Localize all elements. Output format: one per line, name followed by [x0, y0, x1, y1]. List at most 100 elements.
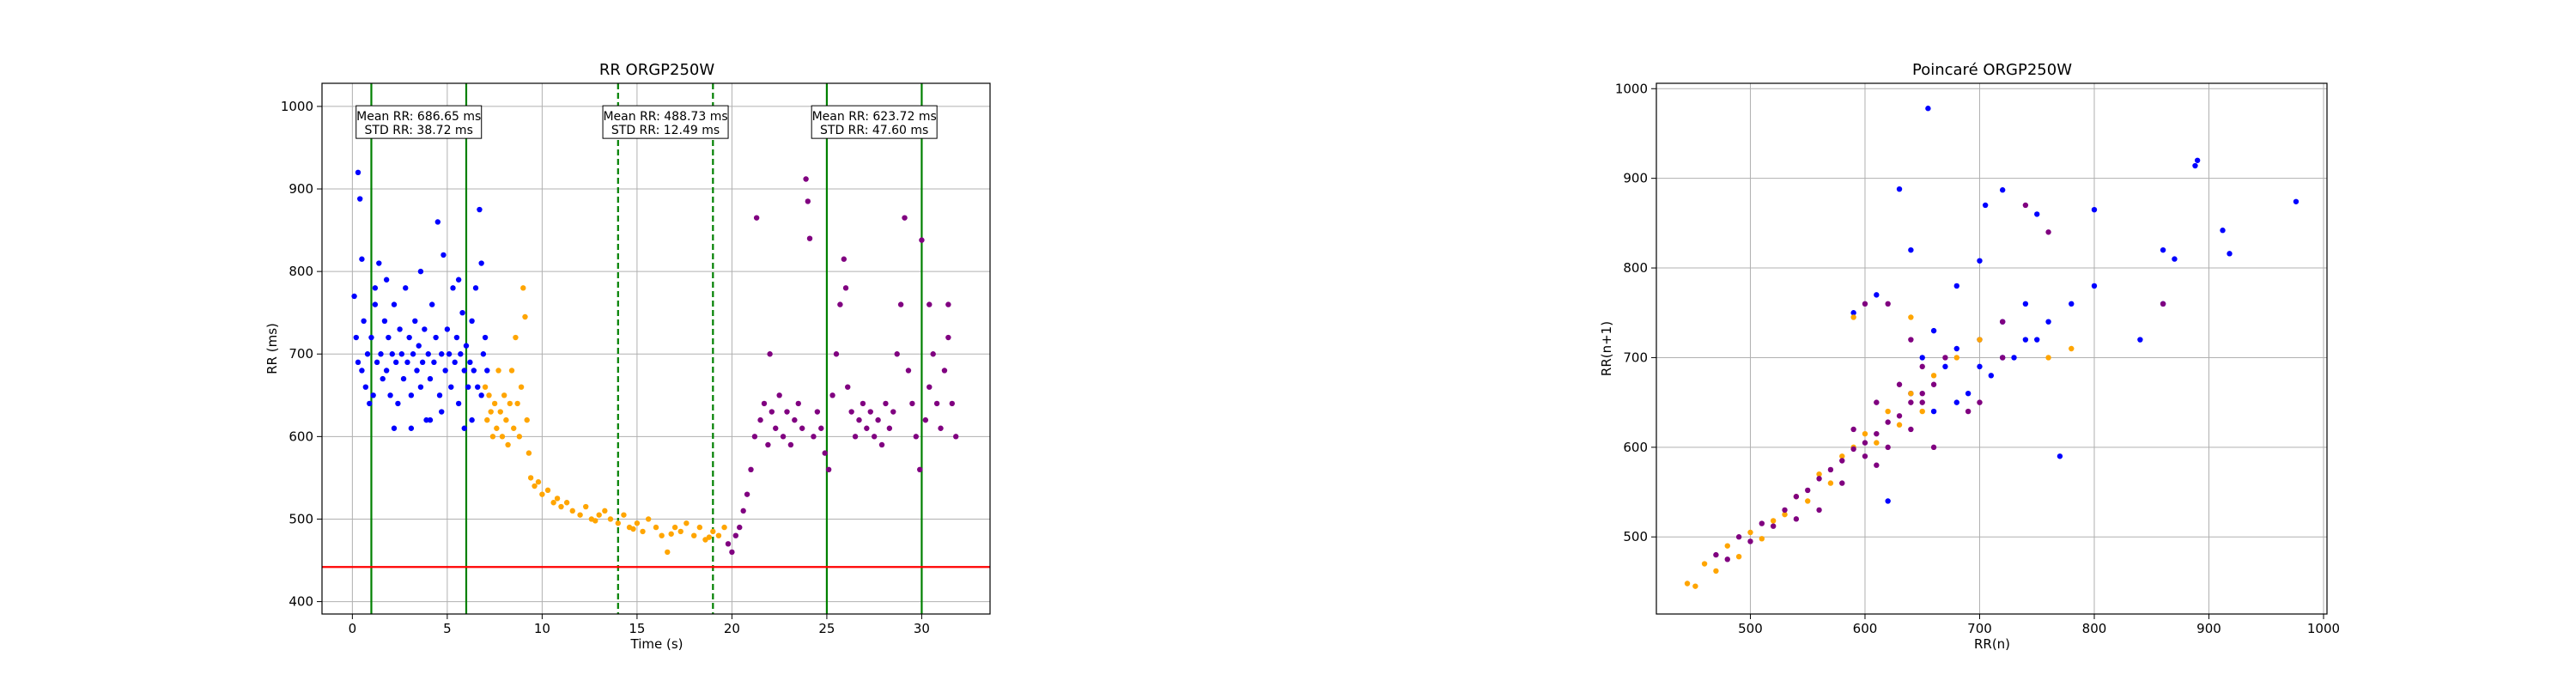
data-point [806, 235, 813, 241]
data-point [1862, 301, 1868, 307]
poincare-y-axis-label: RR(n+1) [1599, 321, 1614, 376]
data-point [1908, 399, 1914, 405]
data-point [368, 334, 374, 341]
data-point [513, 334, 519, 341]
data-point [683, 520, 690, 526]
y-tick-label: 600 [1623, 440, 1648, 455]
data-point [514, 400, 520, 407]
data-point [696, 524, 703, 531]
data-point [475, 384, 481, 390]
data-point [930, 351, 936, 357]
data-point [386, 334, 392, 341]
data-point [539, 491, 545, 497]
data-point [1747, 529, 1753, 536]
data-point [1874, 462, 1880, 468]
data-point [478, 392, 484, 398]
data-point [1953, 283, 1959, 289]
data-point [455, 277, 462, 283]
poincare-data-points [1684, 106, 2300, 589]
data-point [1747, 538, 1753, 544]
x-tick-label: 0 [349, 621, 357, 636]
data-point [1988, 373, 1995, 379]
data-point [361, 318, 367, 325]
data-point [2220, 228, 2226, 234]
data-point [408, 392, 415, 398]
data-point [544, 487, 551, 494]
data-point [833, 351, 840, 357]
data-point [848, 409, 854, 415]
data-point [434, 219, 441, 225]
data-point [2192, 162, 2198, 169]
data-point [615, 520, 621, 526]
data-point [2022, 337, 2029, 343]
data-point [602, 508, 608, 514]
data-point [1862, 453, 1868, 459]
y-tick-label: 500 [289, 511, 313, 526]
rr-grid [322, 83, 990, 614]
data-point [439, 409, 445, 415]
data-point [1965, 390, 1971, 397]
rr-y-axis-label: RR (ms) [264, 323, 280, 374]
x-tick-label: 15 [629, 621, 645, 636]
data-point [372, 301, 379, 307]
data-point [1908, 337, 1914, 343]
data-point [867, 409, 873, 415]
data-point [878, 441, 885, 448]
data-point [383, 277, 390, 283]
data-point [527, 475, 534, 481]
x-tick-label: 5 [443, 621, 452, 636]
data-point [1982, 202, 1989, 209]
data-point [503, 416, 509, 423]
data-point [569, 508, 575, 514]
data-point [482, 334, 489, 341]
data-point [1908, 246, 1914, 253]
data-point [653, 524, 659, 531]
data-point [751, 434, 758, 440]
data-point [630, 526, 636, 532]
data-point [495, 368, 501, 374]
data-point [526, 450, 532, 456]
data-point [518, 384, 525, 390]
data-point [822, 450, 828, 456]
data-point [355, 359, 361, 366]
data-point [1874, 440, 1880, 446]
x-tick-label: 900 [2196, 621, 2221, 636]
data-point [765, 441, 771, 448]
data-point [710, 528, 716, 535]
data-point [592, 518, 598, 524]
y-tick-label: 800 [289, 264, 313, 279]
data-point [362, 384, 369, 390]
data-point [677, 528, 683, 535]
data-point [927, 301, 933, 307]
data-point [425, 351, 431, 357]
data-point [2194, 157, 2201, 163]
data-point [1919, 408, 1925, 415]
data-point [933, 400, 940, 407]
data-point [2227, 251, 2233, 257]
data-point [1942, 363, 1948, 370]
data-point [1953, 345, 1959, 352]
data-point [945, 334, 951, 341]
data-point [471, 368, 477, 374]
data-point [1816, 507, 1822, 514]
data-point [467, 359, 473, 366]
data-point [1816, 471, 1822, 477]
data-point [767, 351, 773, 357]
data-point [1839, 458, 1845, 464]
data-point [550, 500, 556, 506]
data-point [563, 500, 570, 506]
data-point [909, 400, 915, 407]
data-point [905, 368, 912, 374]
data-point [453, 334, 460, 341]
data-point [1850, 314, 1856, 320]
annotation-mean: Mean RR: 686.65 ms [356, 110, 481, 124]
data-point [367, 400, 373, 407]
annotation-std: STD RR: 38.72 ms [365, 124, 473, 137]
x-tick-label: 20 [724, 621, 740, 636]
data-point [1874, 399, 1880, 405]
data-point [852, 434, 859, 440]
data-point [427, 375, 434, 382]
data-point [422, 326, 428, 332]
data-point [659, 532, 665, 538]
